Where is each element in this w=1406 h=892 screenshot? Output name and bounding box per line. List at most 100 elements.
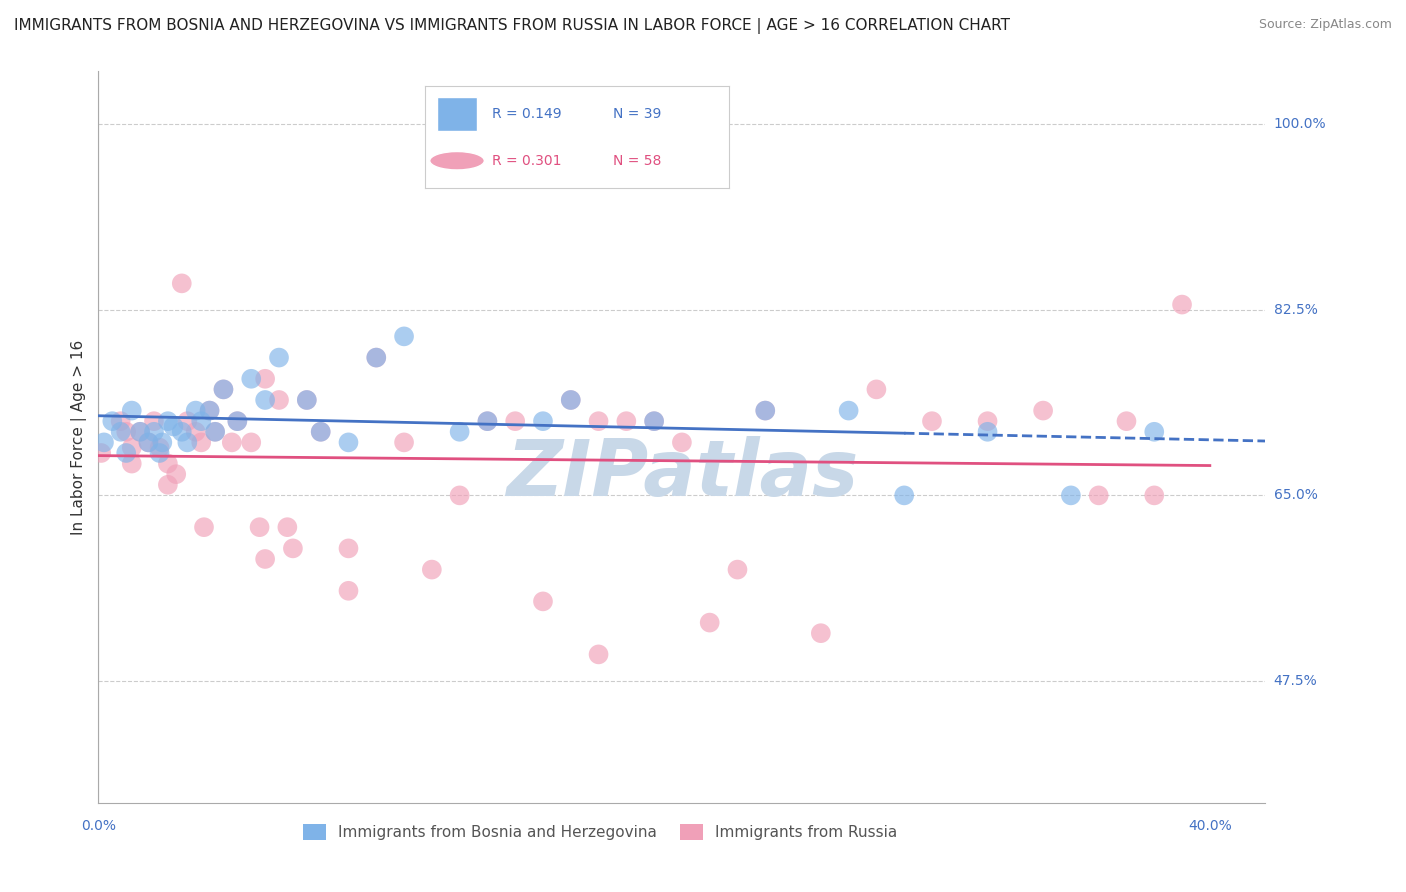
Y-axis label: In Labor Force | Age > 16: In Labor Force | Age > 16: [72, 340, 87, 534]
Point: [921, 414, 943, 428]
Point: [392, 435, 415, 450]
Point: [184, 403, 207, 417]
Point: [212, 383, 235, 397]
Point: [156, 457, 179, 471]
Point: [156, 477, 179, 491]
Point: [1115, 414, 1137, 428]
Point: [893, 488, 915, 502]
Point: [560, 392, 582, 407]
Point: [129, 425, 152, 439]
Point: [110, 425, 132, 439]
Point: [754, 403, 776, 417]
Point: [1032, 403, 1054, 417]
Point: [162, 419, 184, 434]
Point: [254, 552, 277, 566]
Point: [560, 392, 582, 407]
Point: [138, 435, 160, 450]
Point: [614, 414, 637, 428]
Point: [643, 414, 665, 428]
Point: [810, 626, 832, 640]
Point: [129, 425, 152, 439]
Point: [226, 414, 249, 428]
Text: Source: ZipAtlas.com: Source: ZipAtlas.com: [1258, 18, 1392, 31]
Point: [226, 414, 249, 428]
Point: [198, 403, 221, 417]
Point: [212, 383, 235, 397]
Point: [337, 583, 360, 598]
Point: [754, 403, 776, 417]
Point: [838, 403, 860, 417]
Point: [366, 351, 388, 365]
Text: 0.0%: 0.0%: [82, 820, 115, 833]
Point: [121, 441, 143, 455]
Point: [309, 425, 332, 439]
Point: [101, 414, 124, 428]
Point: [449, 488, 471, 502]
Point: [150, 435, 173, 450]
Text: 40.0%: 40.0%: [1188, 820, 1232, 833]
Point: [477, 414, 499, 428]
Point: [115, 425, 138, 439]
Point: [1087, 488, 1109, 502]
Point: [198, 403, 221, 417]
Point: [193, 520, 215, 534]
Point: [249, 520, 271, 534]
Point: [190, 435, 212, 450]
Point: [337, 541, 360, 556]
Point: [170, 425, 193, 439]
Point: [254, 372, 277, 386]
Legend: Immigrants from Bosnia and Herzegovina, Immigrants from Russia: Immigrants from Bosnia and Herzegovina, …: [297, 818, 904, 847]
Point: [699, 615, 721, 630]
Text: 82.5%: 82.5%: [1274, 303, 1317, 317]
Text: 47.5%: 47.5%: [1274, 673, 1317, 688]
Point: [115, 446, 138, 460]
Text: IMMIGRANTS FROM BOSNIA AND HERZEGOVINA VS IMMIGRANTS FROM RUSSIA IN LABOR FORCE : IMMIGRANTS FROM BOSNIA AND HERZEGOVINA V…: [14, 18, 1010, 34]
Point: [531, 414, 554, 428]
Point: [176, 414, 198, 428]
Point: [276, 520, 298, 534]
Text: ZIPatlas: ZIPatlas: [506, 435, 858, 512]
Point: [1060, 488, 1083, 502]
Point: [143, 425, 166, 439]
Point: [865, 383, 887, 397]
Point: [190, 414, 212, 428]
Point: [121, 403, 143, 417]
Point: [165, 467, 187, 482]
Point: [1171, 297, 1194, 311]
Point: [148, 446, 170, 460]
Point: [727, 563, 749, 577]
Point: [176, 435, 198, 450]
Point: [267, 392, 290, 407]
Point: [337, 435, 360, 450]
Point: [254, 392, 277, 407]
Point: [240, 372, 263, 386]
Point: [156, 414, 179, 428]
Point: [309, 425, 332, 439]
Point: [449, 425, 471, 439]
Point: [184, 425, 207, 439]
Point: [420, 563, 443, 577]
Point: [588, 648, 610, 662]
Point: [671, 435, 693, 450]
Point: [121, 457, 143, 471]
Point: [138, 435, 160, 450]
Point: [392, 329, 415, 343]
Point: [643, 414, 665, 428]
Point: [531, 594, 554, 608]
Point: [1143, 425, 1166, 439]
Text: 65.0%: 65.0%: [1274, 489, 1317, 502]
Point: [295, 392, 318, 407]
Point: [1143, 488, 1166, 502]
Point: [976, 425, 998, 439]
Point: [93, 435, 115, 450]
Point: [90, 446, 112, 460]
Point: [170, 277, 193, 291]
Point: [295, 392, 318, 407]
Point: [588, 414, 610, 428]
Point: [503, 414, 526, 428]
Text: 100.0%: 100.0%: [1274, 118, 1326, 131]
Point: [148, 441, 170, 455]
Point: [204, 425, 226, 439]
Point: [281, 541, 304, 556]
Point: [240, 435, 263, 450]
